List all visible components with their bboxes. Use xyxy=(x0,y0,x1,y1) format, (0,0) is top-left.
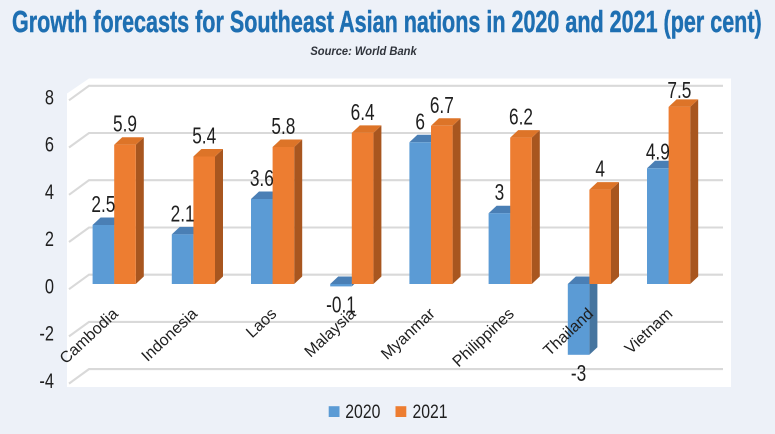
svg-text:6.4: 6.4 xyxy=(351,101,375,126)
svg-text:2021: 2021 xyxy=(413,401,448,423)
svg-text:4: 4 xyxy=(45,180,54,203)
svg-text:2020: 2020 xyxy=(345,401,380,423)
svg-text:5.8: 5.8 xyxy=(271,115,295,140)
svg-text:6.2: 6.2 xyxy=(509,105,533,130)
svg-text:Source: World Bank: Source: World Bank xyxy=(310,46,417,58)
svg-text:2.5: 2.5 xyxy=(91,193,115,218)
svg-text:3.6: 3.6 xyxy=(250,167,274,192)
svg-text:-3: -3 xyxy=(571,362,586,387)
svg-text:8: 8 xyxy=(45,86,54,109)
svg-text:0: 0 xyxy=(45,274,54,297)
svg-text:6.7: 6.7 xyxy=(430,94,454,119)
svg-text:6: 6 xyxy=(45,133,54,156)
svg-text:-0.1: -0.1 xyxy=(326,293,356,318)
svg-text:-4: -4 xyxy=(39,369,54,392)
svg-text:3: 3 xyxy=(495,181,505,206)
svg-text:4: 4 xyxy=(595,157,605,182)
svg-text:5.9: 5.9 xyxy=(113,112,137,137)
svg-text:4.9: 4.9 xyxy=(646,140,670,165)
svg-text:-2: -2 xyxy=(39,322,54,345)
svg-text:2: 2 xyxy=(45,227,54,250)
svg-text:Growth forecasts for Southeast: Growth forecasts for Southeast Asian nat… xyxy=(12,4,762,39)
svg-text:2.1: 2.1 xyxy=(171,202,195,227)
svg-text:5.4: 5.4 xyxy=(192,124,216,149)
svg-text:6: 6 xyxy=(415,110,425,135)
svg-text:7.5: 7.5 xyxy=(667,79,691,104)
